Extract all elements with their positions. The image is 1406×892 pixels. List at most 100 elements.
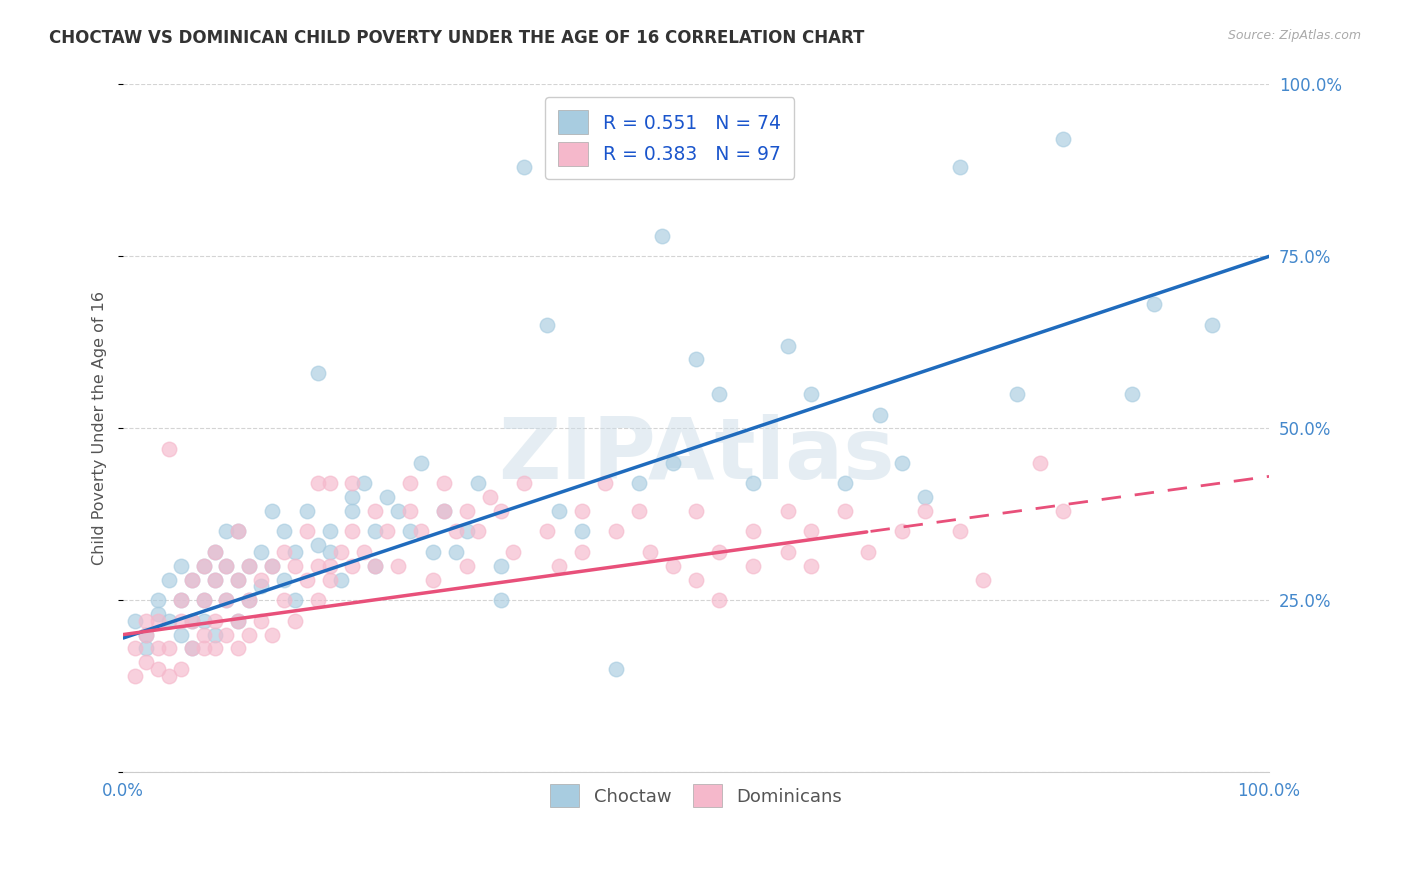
Point	[262, 627, 284, 641]
Point	[262, 558, 284, 573]
Point	[834, 504, 856, 518]
Point	[157, 641, 180, 656]
Point	[273, 573, 295, 587]
Point	[204, 614, 226, 628]
Point	[869, 408, 891, 422]
Point	[318, 545, 340, 559]
Point	[295, 504, 318, 518]
Point	[353, 545, 375, 559]
Point	[181, 614, 204, 628]
Point	[318, 558, 340, 573]
Point	[513, 160, 536, 174]
Point	[238, 593, 260, 607]
Point	[914, 490, 936, 504]
Point	[146, 593, 169, 607]
Point	[513, 476, 536, 491]
Point	[685, 352, 707, 367]
Point	[422, 573, 444, 587]
Point	[204, 545, 226, 559]
Point	[169, 627, 191, 641]
Point	[215, 558, 238, 573]
Point	[273, 545, 295, 559]
Point	[193, 627, 215, 641]
Point	[398, 476, 420, 491]
Point	[856, 545, 879, 559]
Point	[364, 558, 387, 573]
Point	[146, 607, 169, 621]
Point	[295, 524, 318, 539]
Point	[307, 558, 329, 573]
Point	[776, 339, 799, 353]
Point	[226, 614, 249, 628]
Point	[627, 476, 650, 491]
Point	[949, 524, 972, 539]
Point	[411, 524, 433, 539]
Point	[456, 524, 478, 539]
Point	[284, 558, 307, 573]
Point	[124, 669, 146, 683]
Point	[181, 573, 204, 587]
Point	[135, 614, 157, 628]
Point	[536, 318, 558, 332]
Point	[914, 504, 936, 518]
Point	[135, 627, 157, 641]
Point	[627, 504, 650, 518]
Point	[249, 545, 271, 559]
Point	[1201, 318, 1223, 332]
Point	[444, 545, 467, 559]
Point	[204, 573, 226, 587]
Point	[605, 662, 627, 676]
Point	[364, 524, 387, 539]
Point	[685, 573, 707, 587]
Point	[295, 573, 318, 587]
Point	[249, 614, 271, 628]
Point	[387, 504, 409, 518]
Point	[226, 614, 249, 628]
Point	[169, 558, 191, 573]
Point	[193, 593, 215, 607]
Point	[375, 524, 398, 539]
Point	[135, 627, 157, 641]
Point	[307, 366, 329, 380]
Point	[742, 558, 765, 573]
Point	[226, 524, 249, 539]
Point	[547, 504, 569, 518]
Point	[318, 573, 340, 587]
Point	[342, 476, 364, 491]
Point	[353, 476, 375, 491]
Point	[364, 504, 387, 518]
Point	[204, 641, 226, 656]
Point	[478, 490, 501, 504]
Point	[776, 545, 799, 559]
Point	[226, 641, 249, 656]
Point	[307, 538, 329, 552]
Point	[135, 641, 157, 656]
Point	[685, 504, 707, 518]
Point	[433, 504, 456, 518]
Point	[398, 504, 420, 518]
Point	[169, 662, 191, 676]
Point	[456, 504, 478, 518]
Point	[307, 593, 329, 607]
Point	[456, 558, 478, 573]
Point	[238, 627, 260, 641]
Point	[342, 504, 364, 518]
Point	[330, 545, 353, 559]
Point	[640, 545, 662, 559]
Point	[776, 504, 799, 518]
Point	[707, 593, 730, 607]
Point	[215, 593, 238, 607]
Point	[226, 573, 249, 587]
Point	[249, 573, 271, 587]
Point	[742, 476, 765, 491]
Point	[398, 524, 420, 539]
Point	[342, 524, 364, 539]
Point	[193, 558, 215, 573]
Point	[307, 476, 329, 491]
Point	[949, 160, 972, 174]
Point	[800, 524, 823, 539]
Point	[571, 524, 593, 539]
Point	[193, 614, 215, 628]
Legend: Choctaw, Dominicans: Choctaw, Dominicans	[543, 777, 849, 814]
Point	[433, 476, 456, 491]
